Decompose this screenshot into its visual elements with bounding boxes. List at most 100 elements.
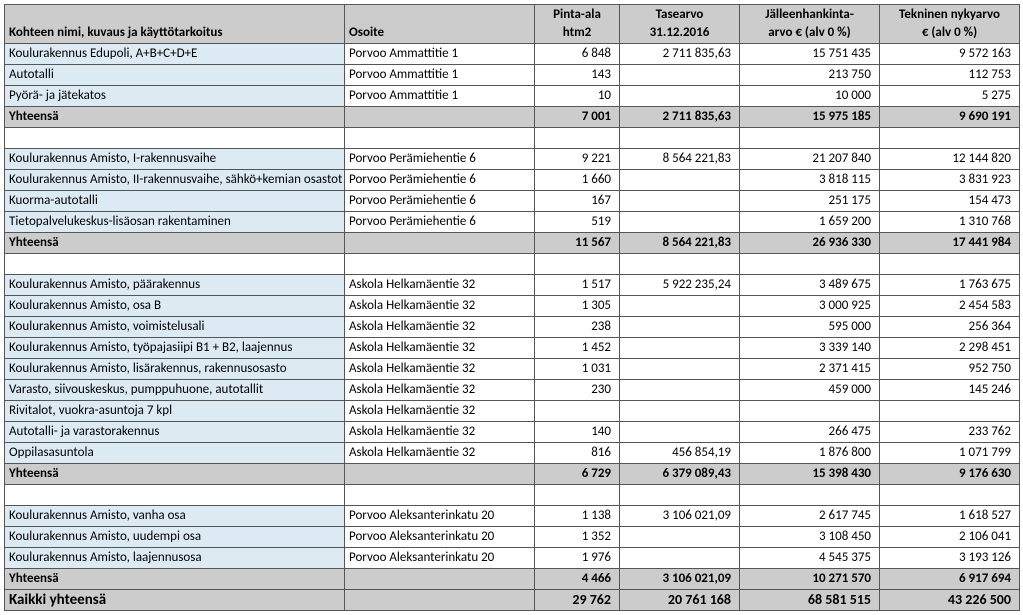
table-row: Koulurakennus Amisto, vanha osaPorvoo Al…: [5, 506, 1020, 527]
spacer-cell: [5, 254, 345, 275]
cell-replacement: 15 398 430: [740, 464, 880, 485]
cell-technical: 2 298 451: [880, 338, 1020, 359]
cell-replacement: 15 751 435: [740, 44, 880, 65]
spacer-cell: [880, 128, 1020, 149]
cell-name: Oppilasasuntola: [5, 443, 345, 464]
cell-balance: 5 922 235,24: [620, 275, 740, 296]
cell-area: [535, 401, 620, 422]
cell-addr: Askola Helkamäentie 32: [345, 275, 535, 296]
cell-area: 1 452: [535, 338, 620, 359]
cell-area: 816: [535, 443, 620, 464]
cell-addr: Porvoo Perämiehentie 6: [345, 170, 535, 191]
cell-area: 7 001: [535, 107, 620, 128]
cell-balance: 456 854,19: [620, 443, 740, 464]
grand-label: Kaikki yhteensä: [5, 590, 345, 611]
table-row: AutotalliPorvoo Ammattitie 1143213 75011…: [5, 65, 1020, 86]
cell-balance: [620, 86, 740, 107]
cell-technical: 1 763 675: [880, 275, 1020, 296]
cell-balance: 8 564 221,83: [620, 149, 740, 170]
cell-replacement: 213 750: [740, 65, 880, 86]
cell-replacement: 10 271 570: [740, 569, 880, 590]
cell-area: 519: [535, 212, 620, 233]
table-row: Varasto, siivouskeskus, pumppuhuone, aut…: [5, 380, 1020, 401]
cell-addr: [345, 464, 535, 485]
spacer-cell: [620, 128, 740, 149]
cell-balance: [620, 296, 740, 317]
cell-replacement: 251 175: [740, 191, 880, 212]
spacer-cell: [880, 485, 1020, 506]
cell-addr: Porvoo Ammattitie 1: [345, 65, 535, 86]
table-row: Koulurakennus Amisto, voimistelusaliAsko…: [5, 317, 1020, 338]
spacer-cell: [535, 128, 620, 149]
cell-area: 143: [535, 65, 620, 86]
cell-balance: [620, 422, 740, 443]
cell-technical: 112 753: [880, 65, 1020, 86]
cell-area: 9 221: [535, 149, 620, 170]
cell-balance: [620, 380, 740, 401]
cell-technical: 9 572 163: [880, 44, 1020, 65]
table-row: Koulurakennus Amisto, II-rakennusvaihe, …: [5, 170, 1020, 191]
table-row: Koulurakennus Amisto, lisärakennus, rake…: [5, 359, 1020, 380]
cell-addr: [345, 590, 535, 611]
cell-addr: Porvoo Perämiehentie 6: [345, 212, 535, 233]
cell-name: Koulurakennus Amisto, vanha osa: [5, 506, 345, 527]
spacer-cell: [620, 254, 740, 275]
cell-name: Koulurakennus Amisto, päärakennus: [5, 275, 345, 296]
subtotal-label: Yhteensä: [5, 569, 345, 590]
cell-replacement: 10 000: [740, 86, 880, 107]
cell-balance: 3 106 021,09: [620, 569, 740, 590]
cell-balance: [620, 170, 740, 191]
cell-technical: 952 750: [880, 359, 1020, 380]
cell-name: Tietopalvelukeskus-lisäosan rakentaminen: [5, 212, 345, 233]
cell-name: Rivitalot, vuokra-asuntoja 7 kpl: [5, 401, 345, 422]
cell-area: 1 976: [535, 548, 620, 569]
spacer-cell: [620, 485, 740, 506]
subtotal-label: Yhteensä: [5, 464, 345, 485]
spacer-row: [5, 128, 1020, 149]
cell-technical: 154 473: [880, 191, 1020, 212]
cell-name: Koulurakennus Amisto, voimistelusali: [5, 317, 345, 338]
cell-addr: [345, 569, 535, 590]
cell-area: 140: [535, 422, 620, 443]
cell-technical: 6 917 694: [880, 569, 1020, 590]
table-row: Koulurakennus Amisto, I-rakennusvaihePor…: [5, 149, 1020, 170]
cell-technical: 1 618 527: [880, 506, 1020, 527]
cell-replacement: 595 000: [740, 317, 880, 338]
table-row: Kuorma-autotalliPorvoo Perämiehentie 616…: [5, 191, 1020, 212]
subtotal-label: Yhteensä: [5, 233, 345, 254]
cell-name: Varasto, siivouskeskus, pumppuhuone, aut…: [5, 380, 345, 401]
spacer-cell: [345, 254, 535, 275]
cell-area: 1 517: [535, 275, 620, 296]
table-row: Koulurakennus Amisto, päärakennusAskola …: [5, 275, 1020, 296]
cell-technical: 2 454 583: [880, 296, 1020, 317]
cell-replacement: [740, 401, 880, 422]
spacer-cell: [5, 128, 345, 149]
cell-replacement: 3 108 450: [740, 527, 880, 548]
cell-area: 238: [535, 317, 620, 338]
cell-replacement: 21 207 840: [740, 149, 880, 170]
cell-technical: [880, 401, 1020, 422]
cell-balance: [620, 359, 740, 380]
cell-technical: 1 071 799: [880, 443, 1020, 464]
subtotal-row: Yhteensä6 7296 379 089,4315 398 4309 176…: [5, 464, 1020, 485]
cell-technical: 1 310 768: [880, 212, 1020, 233]
subtotal-row: Yhteensä7 0012 711 835,6315 975 1859 690…: [5, 107, 1020, 128]
cell-addr: Porvoo Aleksanterinkatu 20: [345, 548, 535, 569]
col-balance: Tasearvo31.12.2016: [620, 5, 740, 44]
cell-replacement: 3 000 925: [740, 296, 880, 317]
cell-technical: 9 176 630: [880, 464, 1020, 485]
cell-addr: Askola Helkamäentie 32: [345, 380, 535, 401]
cell-addr: Porvoo Ammattitie 1: [345, 44, 535, 65]
table-row: Koulurakennus Amisto, osa BAskola Helkam…: [5, 296, 1020, 317]
cell-technical: 3 193 126: [880, 548, 1020, 569]
cell-area: 1 352: [535, 527, 620, 548]
cell-addr: Askola Helkamäentie 32: [345, 401, 535, 422]
cell-area: 1 305: [535, 296, 620, 317]
cell-area: 1 138: [535, 506, 620, 527]
cell-balance: [620, 527, 740, 548]
cell-name: Koulurakennus Edupoli, A+B+C+D+E: [5, 44, 345, 65]
spacer-cell: [740, 485, 880, 506]
cell-area: 1 031: [535, 359, 620, 380]
cell-addr: Askola Helkamäentie 32: [345, 338, 535, 359]
cell-area: 29 762: [535, 590, 620, 611]
